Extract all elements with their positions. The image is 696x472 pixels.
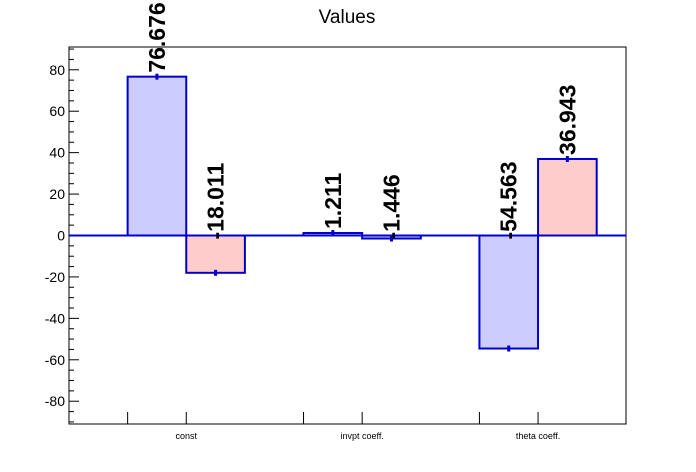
data-label: -1.446: [378, 174, 404, 239]
bar: [537, 157, 598, 237]
x-category-label: const: [176, 431, 198, 441]
x-category-label: theta coeff.: [516, 431, 560, 441]
data-label: -54.563: [496, 161, 522, 239]
error-bars: [155, 73, 569, 352]
x-category-labels: const invpt coeff. theta coeff.: [176, 431, 561, 441]
bars: [126, 75, 598, 350]
data-label: 36.943: [554, 85, 580, 155]
data-label: 76.676: [144, 2, 170, 72]
data-label: -18.011: [203, 163, 229, 240]
y-tick-label: 0: [57, 228, 65, 244]
y-tick-label: 40: [49, 145, 65, 161]
chart-title: Values: [319, 7, 376, 28]
y-tick-label: -20: [45, 269, 65, 285]
y-tick-label: -40: [45, 310, 65, 326]
axis-ticks: -80 -60 -40 -20 0 20 40 60 80: [45, 48, 539, 424]
bar: [126, 75, 188, 237]
bar: [478, 234, 540, 350]
y-tick-label: 20: [49, 186, 65, 202]
y-tick-label: -60: [45, 352, 65, 368]
y-tick-label: 80: [49, 62, 65, 78]
data-label: 1.211: [320, 172, 346, 228]
data-labels: 76.676 -18.011 1.211 -1.446 -54.563 36.943: [144, 2, 580, 239]
bar: [185, 234, 246, 274]
x-category-label: invpt coeff.: [340, 431, 383, 441]
y-tick-label: -80: [45, 393, 65, 409]
y-tick-label: 60: [49, 103, 65, 119]
